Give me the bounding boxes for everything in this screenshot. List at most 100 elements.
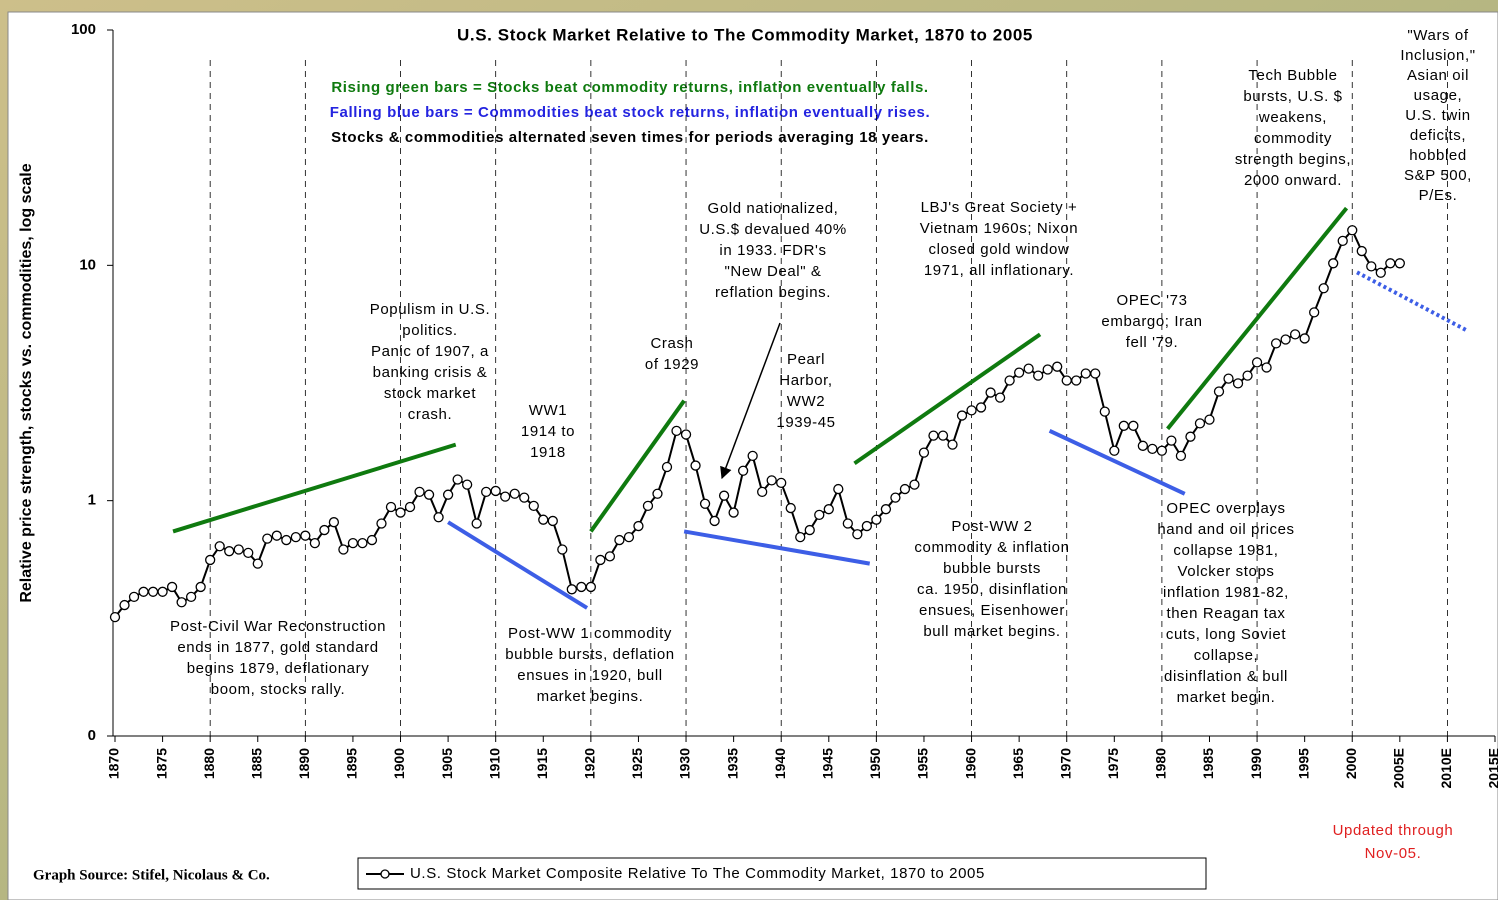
data-point <box>471 518 482 529</box>
x-tick-label: 1905 <box>439 748 455 779</box>
source: Graph Source: Stifel, Nicolaus & Co. <box>33 867 270 883</box>
data-point <box>1366 261 1377 272</box>
data-point <box>538 514 549 525</box>
data-point <box>776 477 787 489</box>
data-point <box>519 492 530 503</box>
data-point <box>214 541 225 552</box>
x-tick-label: 1980 <box>1153 748 1169 779</box>
annotation: boom, stocks rally. <box>211 681 346 698</box>
annotation: Post-Civil War Reconstruction <box>170 618 386 635</box>
arrow <box>720 322 781 480</box>
x-tick-label: 1995 <box>1295 748 1311 779</box>
data-point <box>1204 414 1215 425</box>
data-point <box>975 402 987 413</box>
annotation: hobbled <box>1409 147 1467 164</box>
x-tick-label: 2015E <box>1486 748 1498 788</box>
annotation: Crash <box>650 335 693 352</box>
data-point <box>690 460 701 471</box>
data-point <box>804 524 815 536</box>
annotation: ensues in 1920, bull <box>517 667 662 684</box>
annotation: OPEC '73 <box>1116 292 1187 309</box>
data-point <box>956 410 968 421</box>
data-point <box>1147 443 1158 455</box>
data-point <box>595 554 606 566</box>
data-point <box>461 479 473 490</box>
x-tick-label: 1990 <box>1248 748 1264 779</box>
data-point <box>404 501 416 513</box>
trend-line <box>1048 429 1186 496</box>
y-tick-label: 0 <box>88 727 96 744</box>
data-point <box>271 530 282 541</box>
data-point <box>1004 375 1015 386</box>
data-point <box>423 489 435 500</box>
data-point <box>338 544 349 555</box>
annotation: stock market <box>384 385 476 402</box>
data-point <box>899 483 911 495</box>
x-tick-label: 1965 <box>1010 748 1026 779</box>
y-tick-label: 100 <box>71 21 96 38</box>
data-point <box>252 558 263 569</box>
data-point <box>1328 258 1339 269</box>
data-point <box>709 515 720 527</box>
data-point <box>1052 361 1063 372</box>
data-point <box>1318 283 1329 294</box>
data-point <box>290 531 301 543</box>
data-point <box>243 547 254 559</box>
annotation: 1918 <box>530 444 566 461</box>
x-tick-label: 1930 <box>677 748 693 779</box>
series-line <box>114 228 1400 618</box>
annotation: Post-WW 1 commodity <box>508 625 672 642</box>
annotation: reflation begins. <box>715 284 831 301</box>
legend-marker <box>380 869 390 879</box>
data-point <box>1166 435 1177 446</box>
data-point <box>357 537 368 549</box>
data-point <box>614 534 625 546</box>
annotation: 2000 onward. <box>1244 172 1342 189</box>
data-point <box>814 509 825 521</box>
data-point <box>300 530 311 541</box>
annotation: 1939-45 <box>776 414 835 431</box>
subtitle: Rising green bars = Stocks beat commodit… <box>331 79 928 96</box>
trend-line <box>853 332 1042 466</box>
annotation: Panic of 1907, a <box>371 343 489 360</box>
x-tick-label: 1960 <box>962 748 978 779</box>
data-point <box>1099 406 1110 417</box>
annotation: crash. <box>408 406 452 423</box>
data-point <box>509 488 520 499</box>
annotation: politics. <box>402 322 457 339</box>
data-point <box>852 529 863 540</box>
annotation: bubble bursts, deflation <box>505 646 675 663</box>
data-point <box>414 486 425 498</box>
data-point <box>195 581 206 593</box>
data-point <box>500 491 511 502</box>
annotation: cuts, long Soviet <box>1166 626 1286 643</box>
trend-line <box>172 442 457 534</box>
x-tick-label: 2005E <box>1391 748 1407 788</box>
x-tick-label: 1985 <box>1200 748 1216 779</box>
data-point <box>547 515 558 527</box>
data-point <box>633 520 644 532</box>
data-point <box>1223 373 1234 384</box>
trend-line <box>683 529 871 566</box>
data-point <box>1289 329 1301 340</box>
annotation: LBJ's Great Society + <box>921 199 1078 216</box>
data-point <box>671 425 682 437</box>
x-tick-label: 1885 <box>248 748 264 779</box>
trend-line <box>1356 270 1468 332</box>
annotation: 1914 to <box>521 423 575 440</box>
data-point <box>585 581 597 593</box>
annotation: hand and oil prices <box>1157 521 1294 538</box>
data-point <box>442 489 454 500</box>
data-point <box>1309 307 1320 318</box>
subtitle: Falling blue bars = Commodities beat sto… <box>330 104 930 121</box>
data-point <box>347 537 359 549</box>
data-point <box>699 498 711 509</box>
data-point <box>185 591 197 603</box>
x-tick-label: 1915 <box>534 748 550 779</box>
annotation: U.S.$ devalued 40% <box>699 221 847 238</box>
data-point <box>157 586 168 597</box>
data-point <box>566 584 577 595</box>
data-point <box>1137 440 1149 451</box>
data-point <box>642 500 654 512</box>
